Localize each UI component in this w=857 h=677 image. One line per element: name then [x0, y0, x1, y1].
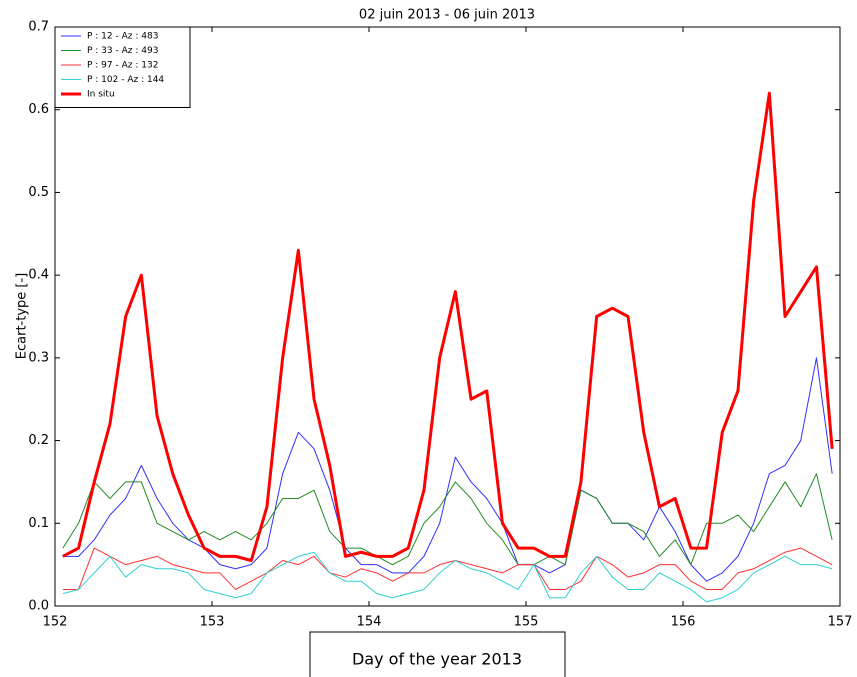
y-tick-label: 0.2: [28, 433, 49, 448]
x-tick-label: 157: [828, 615, 853, 630]
y-tick-label: 0.7: [28, 20, 49, 35]
y-tick-label: 0.1: [28, 516, 49, 531]
legend-label: In situ: [87, 90, 115, 100]
x-tick-label: 154: [357, 615, 382, 630]
chart-title: 02 juin 2013 - 06 juin 2013: [359, 8, 535, 23]
legend-label: P : 33 - Az : 493: [87, 46, 158, 56]
series-line: [62, 547, 833, 590]
x-label-box: [309, 631, 566, 677]
x-tick-label: 156: [671, 615, 696, 630]
series-line: [62, 357, 833, 582]
y-tick-label: 0.4: [28, 268, 49, 283]
y-axis-label: Ecart-type [-]: [15, 273, 30, 359]
legend-label: P : 102 - Az : 144: [87, 75, 164, 85]
series-line: [62, 473, 833, 566]
legend-label: P : 97 - Az : 132: [87, 61, 158, 71]
y-tick-label: 0.5: [28, 185, 49, 200]
x-tick-label: 152: [43, 615, 68, 630]
y-tick-label: 0.0: [28, 599, 49, 614]
series-line: [62, 551, 833, 603]
y-tick-label: 0.3: [28, 350, 49, 365]
x-tick-label: 153: [200, 615, 225, 630]
legend-label: P : 12 - Az : 483: [87, 32, 158, 42]
plot-frame: [54, 26, 841, 607]
x-tick-label: 155: [514, 615, 539, 630]
x-axis-label: Day of the year 2013: [352, 650, 522, 669]
y-tick-label: 0.6: [28, 102, 49, 117]
series-line: [62, 91, 834, 563]
